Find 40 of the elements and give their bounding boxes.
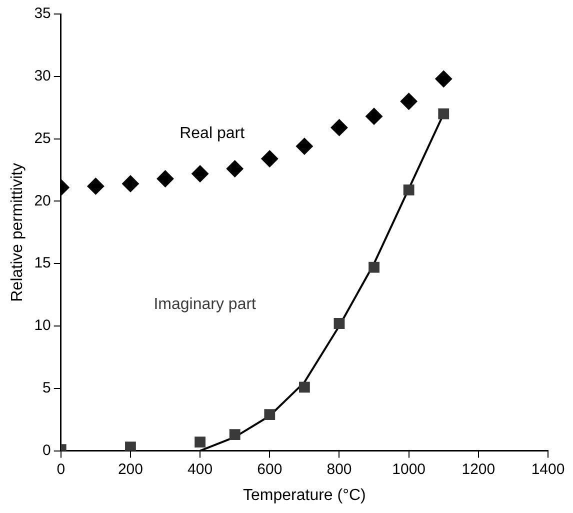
point [296,138,313,155]
x-tick-label: 1400 [531,460,565,478]
point [87,178,104,195]
x-axis-title: Temperature (°C) [243,486,366,504]
y-tick-label: 35 [34,5,51,22]
y-tick-label: 20 [34,192,51,210]
x-tick-label: 1000 [392,460,426,478]
series-label: Real part [180,125,246,142]
x-tick-label: 0 [56,460,66,478]
point [192,165,209,182]
y-tick-label: 15 [34,254,51,272]
point [400,92,418,110]
y-axis-title: Relative permittivity [9,163,26,302]
point [435,70,452,88]
point [261,150,278,168]
point [334,318,345,329]
point [330,119,348,136]
point [298,382,310,393]
x-tick-label: 1200 [462,460,496,478]
point [125,442,136,451]
point [194,436,206,448]
point [229,429,240,440]
y-tick-label: 30 [34,68,51,85]
y-tick-label: 10 [34,317,51,334]
point [156,170,174,188]
y-tick-label: 0 [42,442,51,459]
x-tick-label: 800 [326,460,352,478]
point [122,175,139,192]
point [438,108,450,120]
x-tick-label: 600 [257,460,282,478]
y-tick-label: 5 [42,380,51,397]
point [226,160,244,178]
x-tick-label: 200 [118,460,143,478]
y-tick-label: 25 [34,130,51,147]
point [366,108,383,125]
point [403,184,414,196]
text: Imaginary part [154,296,257,313]
point [368,262,380,273]
x-tick-label: 400 [188,460,213,478]
point [264,409,276,420]
